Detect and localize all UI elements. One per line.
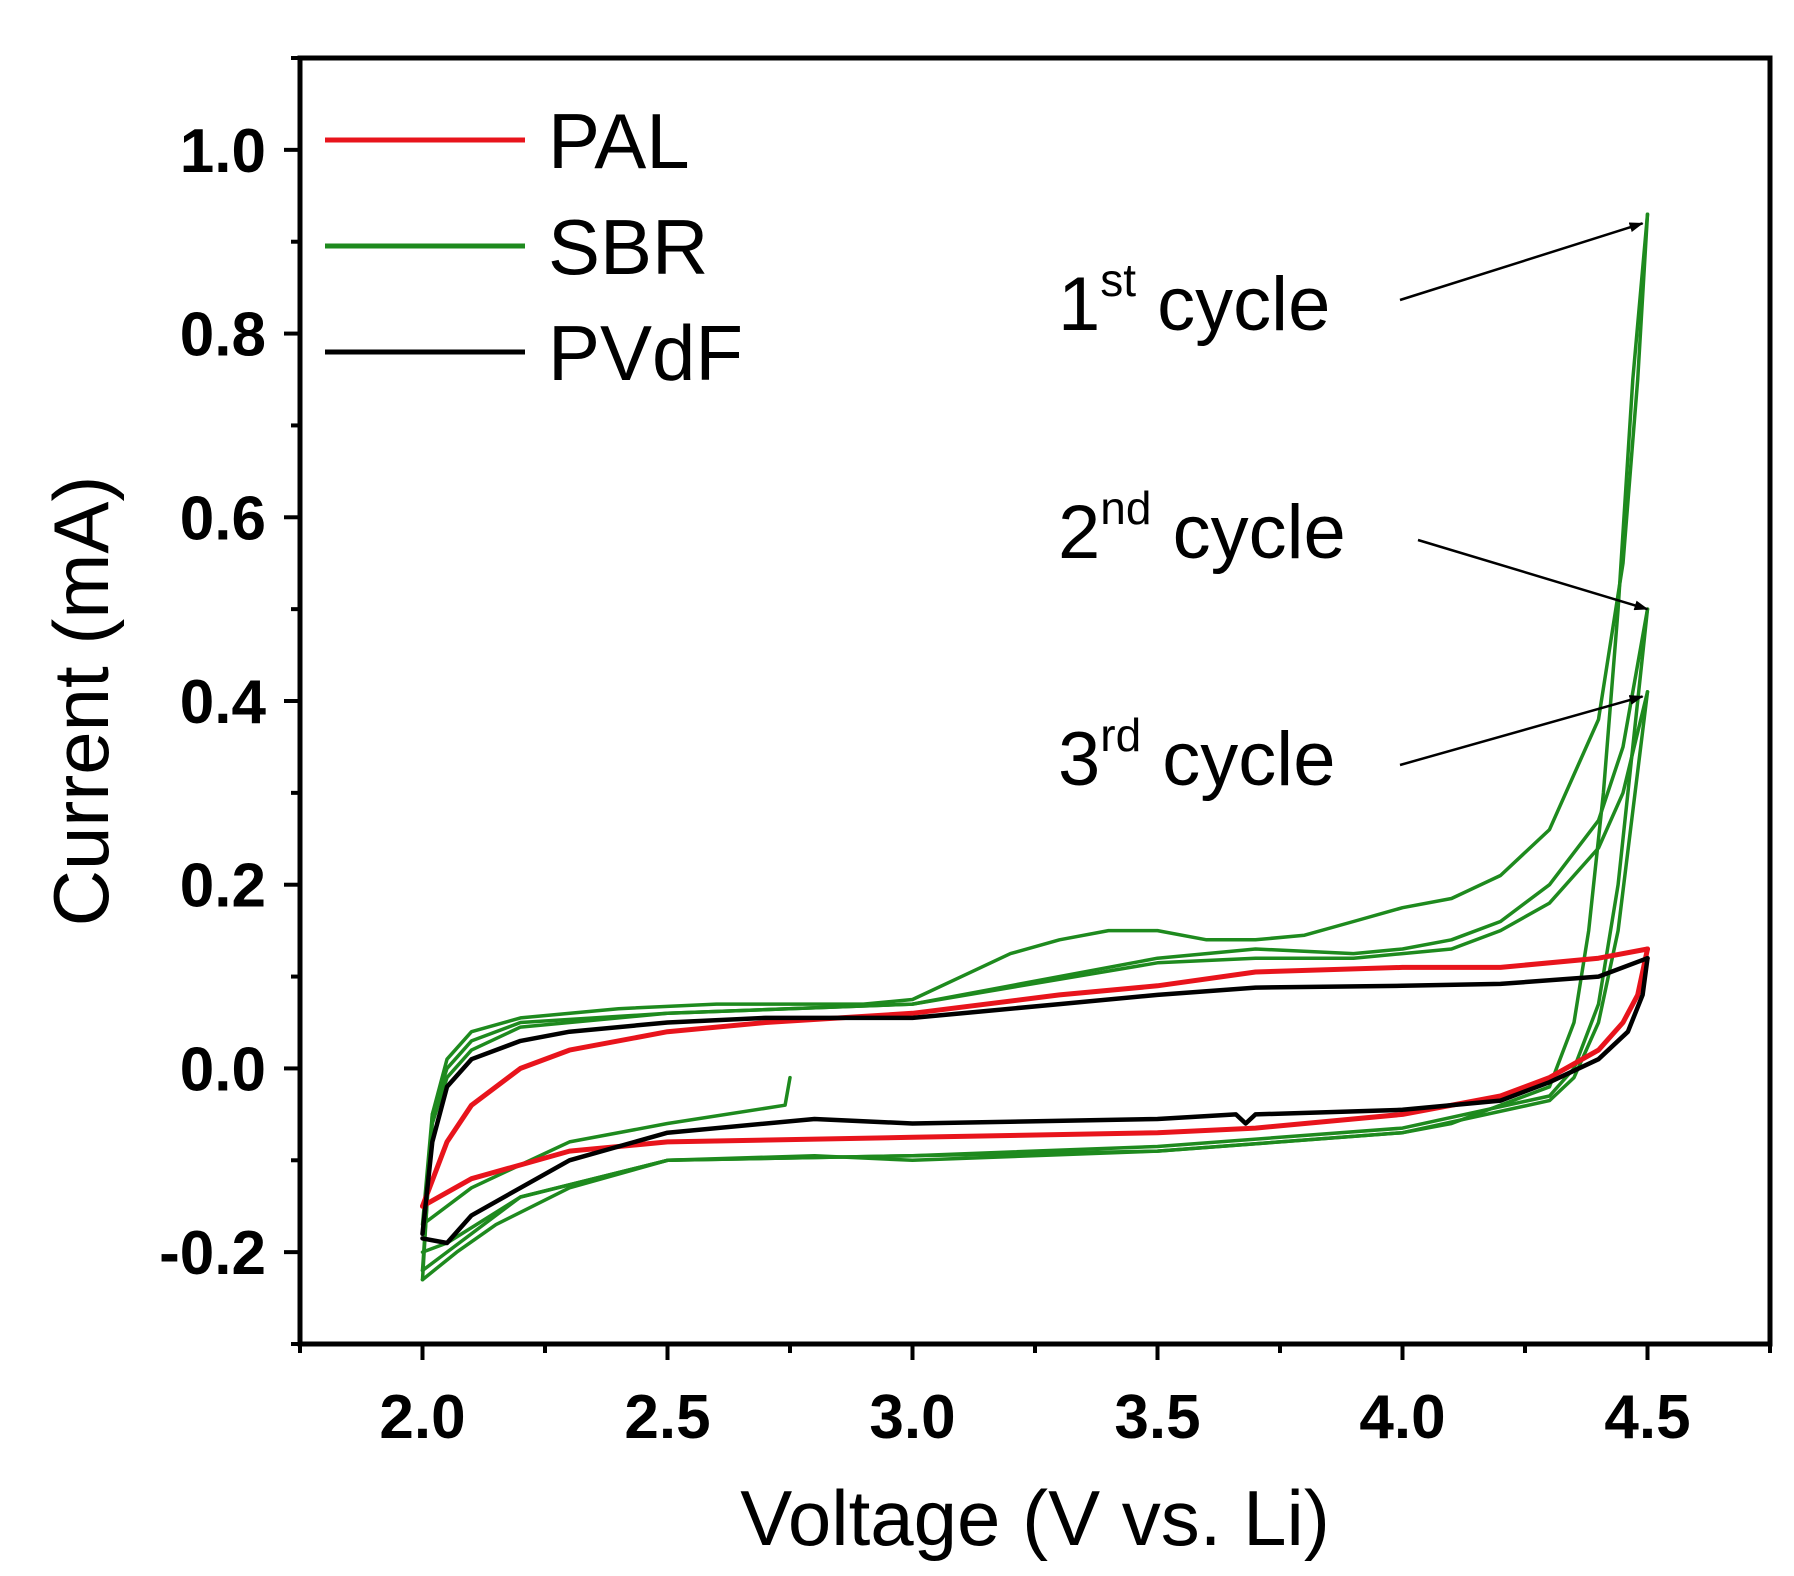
- annotation-cycle-2: 2nd cycle: [1058, 482, 1346, 575]
- y-tick-label: 1.0: [180, 117, 266, 186]
- labels-layer: 2.0 2.5 3.0 3.5 4.0 4.5 -0.2 0.0 0.2 0.4 0.6 0.8 1.0: [159, 117, 1690, 1452]
- x-tick-label: 4.0: [1359, 1383, 1445, 1452]
- legend-label-pvdf: PVdF: [548, 309, 743, 397]
- x-tick-label: 3.5: [1114, 1383, 1200, 1452]
- legend: PAL SBR PVdF: [325, 97, 743, 397]
- annotation-ordinal-suffix: st: [1100, 254, 1136, 306]
- pvdf-cathodic-line: [420, 955, 1650, 1246]
- sbr-cycle-3-cathodic-line: [420, 690, 1650, 1254]
- y-tick-label: 0.2: [180, 852, 266, 921]
- annotation-word: cycle: [1136, 262, 1330, 347]
- sbr-cycle-2-anodic-line: [420, 607, 1650, 1282]
- annotation-cycle-1: 1st cycle: [1058, 254, 1330, 347]
- y-tick-label: 0.6: [180, 484, 266, 553]
- x-tick-label: 2.0: [379, 1383, 465, 1452]
- x-tick-label: 4.5: [1604, 1383, 1690, 1452]
- sbr-cycle-2-cathodic-line: [420, 607, 1650, 1273]
- annotation-number: 1: [1058, 262, 1100, 347]
- annotation-arrow-2: [1417, 538, 1649, 611]
- series-layer: [420, 212, 1650, 1282]
- x-axis-title: Voltage (V vs. Li): [740, 1474, 1330, 1562]
- y-tick-label: 0.0: [180, 1035, 266, 1104]
- y-axis-title: Current (mA): [37, 476, 125, 927]
- y-tick-label: -0.2: [159, 1219, 266, 1288]
- annotation-cycle-3: 3rd cycle: [1058, 709, 1335, 802]
- x-tick-label: 2.5: [624, 1383, 710, 1452]
- annotation-ordinal-suffix: nd: [1100, 482, 1151, 534]
- pvdf-anodic-line: [420, 955, 1650, 1237]
- annotation-word: cycle: [1141, 717, 1335, 802]
- annotation-number: 3: [1058, 717, 1100, 802]
- pal-cathodic-line: [420, 946, 1650, 1209]
- annotation-word: cycle: [1151, 490, 1345, 575]
- pal-anodic-line: [420, 946, 1650, 1209]
- sbr-cycle-3-anodic-line: [420, 690, 1650, 1273]
- annotation-ordinal-suffix: rd: [1100, 709, 1141, 761]
- y-tick-label: 0.8: [180, 301, 266, 370]
- annotation-arrow-1: [1399, 222, 1644, 302]
- x-tick-label: 3.0: [869, 1383, 955, 1452]
- legend-label-sbr: SBR: [548, 203, 708, 291]
- ticks-layer: [284, 56, 1772, 1360]
- legend-label-pal: PAL: [548, 97, 690, 185]
- annotation-arrow-3: [1399, 695, 1644, 767]
- annotation-number: 2: [1058, 490, 1100, 575]
- y-tick-label: 0.4: [180, 668, 267, 737]
